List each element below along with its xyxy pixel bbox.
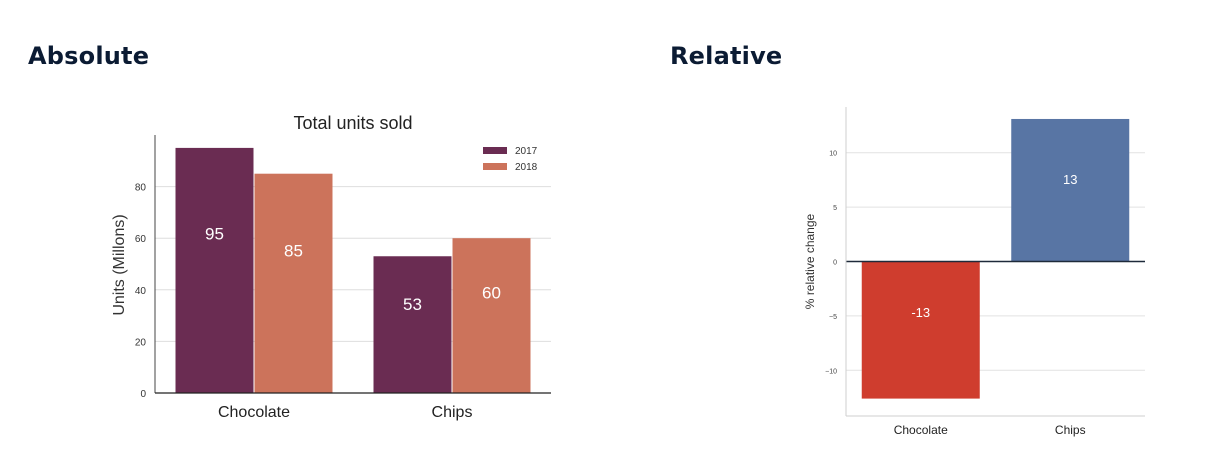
y-tick-label: 20 bbox=[135, 337, 147, 348]
bar-value-label: 13 bbox=[1063, 172, 1077, 187]
bar-value-label: -13 bbox=[911, 305, 930, 320]
legend-label: 2017 bbox=[515, 146, 538, 157]
y-axis-label: Units (Millons) bbox=[111, 214, 128, 315]
legend-swatch bbox=[483, 147, 507, 154]
x-tick-label: Chocolate bbox=[894, 423, 948, 437]
x-tick-label: Chips bbox=[432, 404, 473, 421]
y-tick-label: −5 bbox=[829, 314, 837, 321]
y-tick-label: 40 bbox=[135, 286, 147, 297]
x-tick-label: Chocolate bbox=[218, 404, 290, 421]
legend-swatch bbox=[483, 163, 507, 170]
y-tick-label: 0 bbox=[833, 260, 837, 267]
bar bbox=[373, 256, 452, 393]
bar-value-label: 95 bbox=[205, 225, 224, 244]
y-axis-label: % relative change bbox=[803, 213, 817, 309]
bar bbox=[175, 147, 254, 393]
bar bbox=[861, 261, 980, 399]
section-heading-relative: Relative bbox=[670, 42, 783, 70]
bar-value-label: 53 bbox=[403, 295, 422, 314]
y-tick-label: 10 bbox=[829, 151, 837, 158]
y-tick-label: 80 bbox=[135, 183, 147, 194]
y-tick-label: 0 bbox=[140, 389, 146, 400]
y-tick-label: −10 bbox=[825, 368, 837, 375]
y-tick-label: 5 bbox=[833, 205, 837, 212]
absolute-bar-chart: 95 85 Chocolate 53 60 Chips 0 20 40 60 80 Total uni… bbox=[111, 113, 551, 421]
legend-label: 2018 bbox=[515, 162, 538, 173]
bar bbox=[1011, 118, 1130, 262]
bar-value-label: 60 bbox=[482, 283, 501, 302]
bar-value-label: 85 bbox=[284, 241, 303, 260]
section-heading-absolute: Absolute bbox=[28, 42, 150, 70]
y-tick-label: 60 bbox=[135, 234, 147, 245]
bar bbox=[452, 238, 531, 393]
chart-title: Total units sold bbox=[293, 113, 412, 133]
bar bbox=[254, 173, 333, 393]
x-tick-label: Chips bbox=[1055, 423, 1086, 437]
